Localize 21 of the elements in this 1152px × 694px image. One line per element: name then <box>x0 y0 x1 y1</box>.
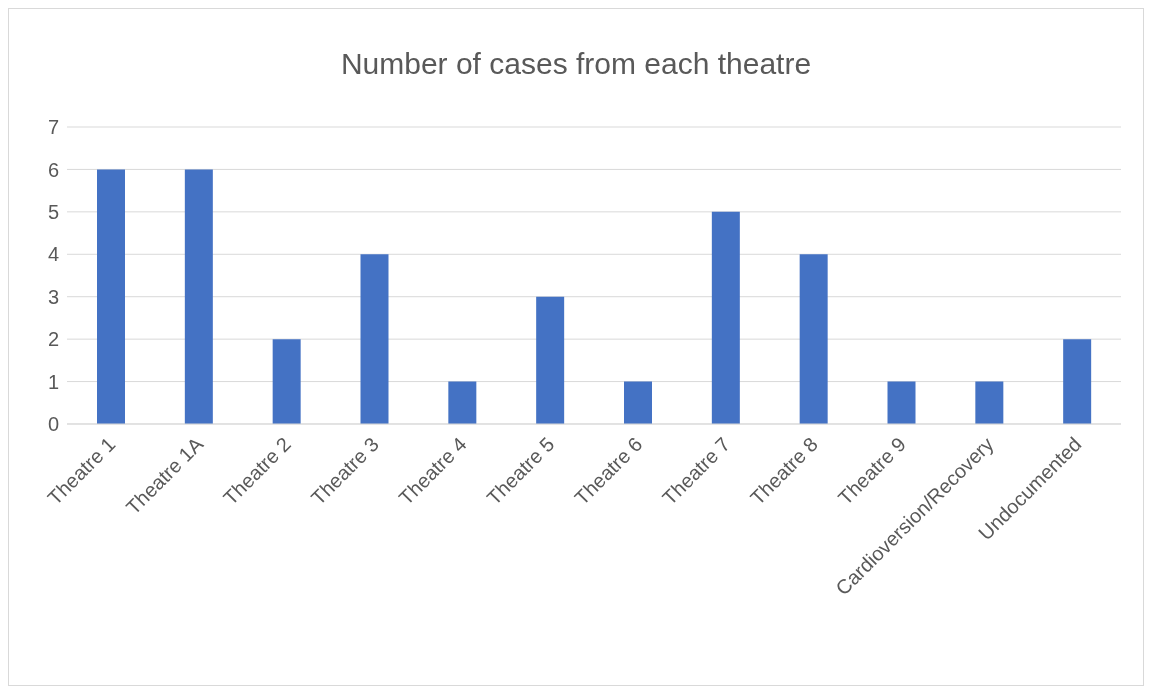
y-tick-label: 2 <box>47 328 59 351</box>
y-tick-label: 6 <box>47 158 59 181</box>
bar <box>624 381 652 424</box>
bar <box>536 296 565 424</box>
y-tick-label: 5 <box>47 200 59 223</box>
chart-title: Number of cases from each theatre <box>339 46 813 82</box>
bar <box>448 381 477 424</box>
bar <box>184 169 213 424</box>
y-tick-label: 0 <box>47 413 59 436</box>
bar <box>975 381 1004 424</box>
y-tick-label: 7 <box>47 116 59 139</box>
bar <box>887 381 916 424</box>
bar <box>1063 339 1092 424</box>
y-tick-label: 1 <box>47 370 59 393</box>
bar <box>799 254 828 424</box>
bar <box>711 211 740 424</box>
y-tick-label: 3 <box>47 285 59 308</box>
y-tick-label: 4 <box>47 243 59 266</box>
bar <box>360 254 389 424</box>
bar <box>97 169 125 424</box>
bar <box>272 339 301 424</box>
